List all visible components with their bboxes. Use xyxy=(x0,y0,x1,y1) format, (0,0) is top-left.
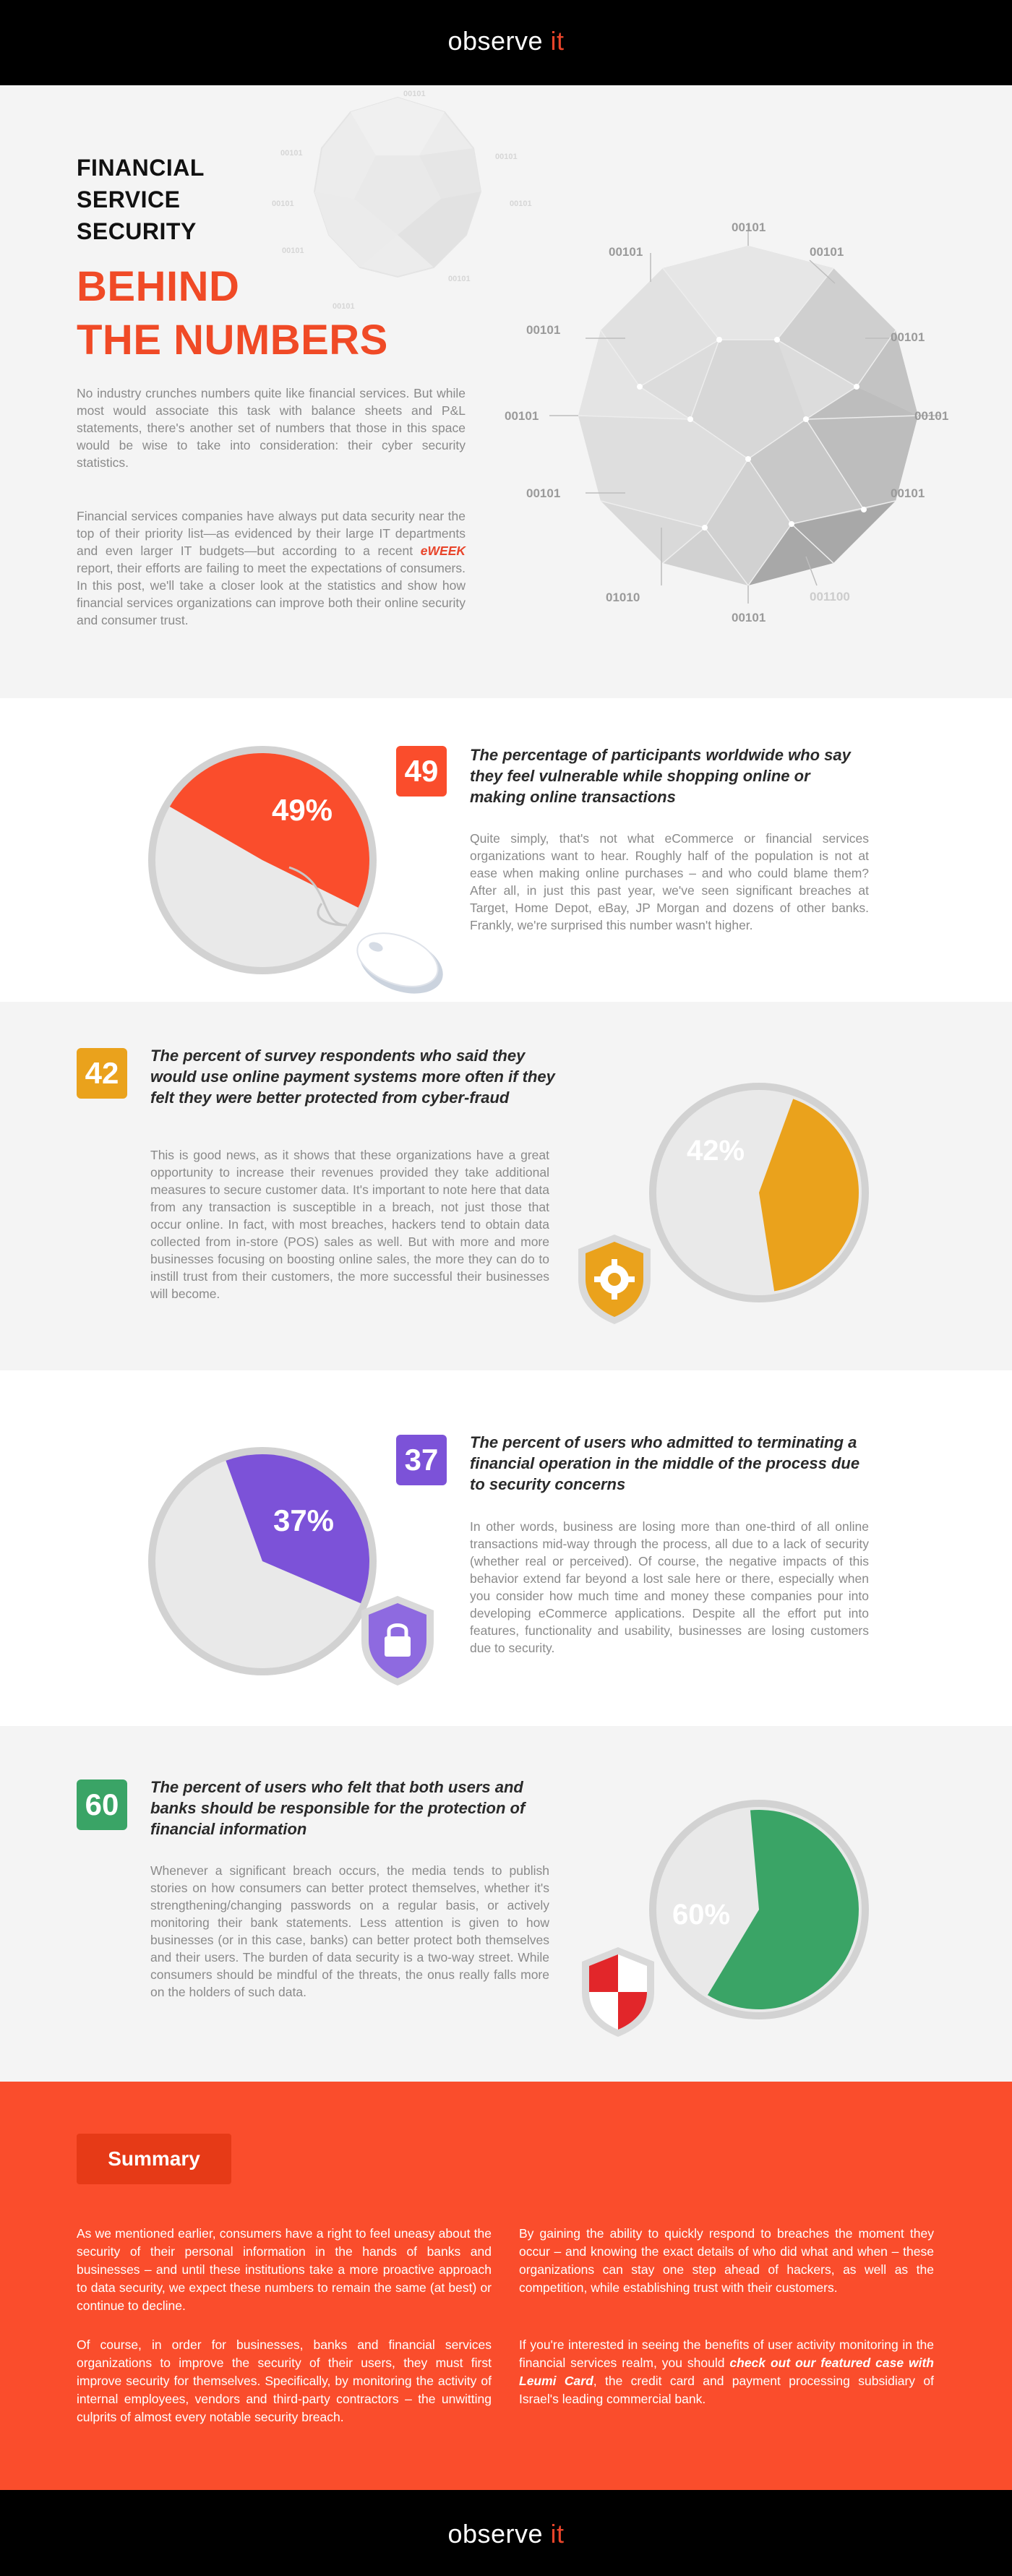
pie-label: 42% xyxy=(687,1135,745,1167)
faded-polyhedron-illustration: 00101 00101 00101 00101 00101 00101 0010… xyxy=(272,90,532,311)
pie-chart-37: 37% xyxy=(148,1447,377,1675)
binary-label: 00101 xyxy=(914,409,948,423)
stat-heading: The percent of survey respondents who sa… xyxy=(150,1047,555,1107)
binary-label: 001100 xyxy=(810,590,850,604)
eweek-link[interactable]: eWEEK xyxy=(420,544,466,558)
gear-shield-icon xyxy=(578,1235,651,1324)
summary-col1-paragraph-1: As we mentioned earlier, consumers have … xyxy=(77,2226,492,2313)
hero-title-small: FINANCIAL SERVICE SECURITY xyxy=(77,155,205,244)
pie-slice-60 xyxy=(707,1810,859,2009)
stat-number-box: 37 xyxy=(396,1435,447,1485)
pie-slice-49 xyxy=(169,753,369,908)
pie-label: 60% xyxy=(672,1899,730,1931)
svg-text:00101: 00101 xyxy=(333,302,355,311)
binary-label: 01010 xyxy=(606,591,640,604)
summary-col1-paragraph-2: Of course, in order for businesses, bank… xyxy=(77,2337,492,2424)
hero-paragraph-2: Financial services companies have always… xyxy=(77,509,466,627)
summary-button[interactable]: Summary xyxy=(77,2134,231,2184)
stat-heading: The percentage of participants worldwide… xyxy=(470,746,851,806)
binary-label: 00101 xyxy=(732,220,766,234)
header-bar: observe it xyxy=(0,0,1012,85)
pie-label: 37% xyxy=(273,1503,334,1537)
hero-paragraph-1: No industry crunches numbers quite like … xyxy=(77,386,466,470)
stat-number-box: 60 xyxy=(77,1779,127,1830)
stat-body: In other words, business are losing more… xyxy=(470,1519,869,1655)
svg-text:00101: 00101 xyxy=(282,246,304,255)
pie-chart-42: 42% xyxy=(649,1083,869,1302)
binary-label: 00101 xyxy=(810,245,844,259)
stat-number-box: 49 xyxy=(396,746,447,797)
stat-body: Quite simply, that's not what eCommerce … xyxy=(470,831,869,932)
summary-col2-paragraph-1: By gaining the ability to quickly respon… xyxy=(519,2226,934,2295)
svg-text:00101: 00101 xyxy=(448,275,471,283)
svg-text:00101: 00101 xyxy=(280,149,303,158)
stat-number-box: 42 xyxy=(77,1048,127,1099)
pie-chart-60: 60% xyxy=(649,1800,869,2019)
leumi-case-link[interactable]: check out our featured case with Leumi C… xyxy=(519,2356,934,2388)
stat-heading: The percent of users who felt that both … xyxy=(150,1778,526,1838)
svg-text:00101: 00101 xyxy=(495,153,518,161)
binary-label: 00101 xyxy=(526,323,560,337)
pie-slice-42 xyxy=(759,1099,859,1292)
binary-label: 00101 xyxy=(891,330,925,344)
binary-label: 00101 xyxy=(505,409,539,423)
summary-col2-paragraph-2: If you're interested in seeing the benef… xyxy=(519,2337,934,2406)
binary-label: 00101 xyxy=(891,486,925,500)
polyhedron-illustration: 00101 00101 00101 00101 00101 00101 0010… xyxy=(505,220,948,624)
stat-body: Whenever a significant breach occurs, th… xyxy=(150,1863,549,1999)
stat-body: This is good news, as it shows that thes… xyxy=(150,1148,549,1301)
hero-title-big: BEHIND THE NUMBERS xyxy=(77,263,388,364)
pie-label: 49% xyxy=(272,793,333,827)
svg-text:00101: 00101 xyxy=(403,90,426,98)
mouse-icon xyxy=(288,866,443,994)
brand-logo-footer[interactable]: observe it xyxy=(447,2519,565,2549)
stat-heading: The percent of users who admitted to ter… xyxy=(470,1433,860,1493)
lock-shield-icon xyxy=(361,1596,434,1686)
checkered-shield-icon xyxy=(582,1947,654,2037)
brand-logo[interactable]: observe it xyxy=(447,26,565,56)
binary-label: 00101 xyxy=(526,486,560,500)
svg-text:00101: 00101 xyxy=(510,199,532,208)
svg-text:00101: 00101 xyxy=(272,199,294,208)
binary-label: 00101 xyxy=(609,245,643,259)
binary-label: 00101 xyxy=(732,611,766,624)
footer-bar: observe it xyxy=(0,2490,1012,2576)
pie-slice-37 xyxy=(226,1454,370,1604)
